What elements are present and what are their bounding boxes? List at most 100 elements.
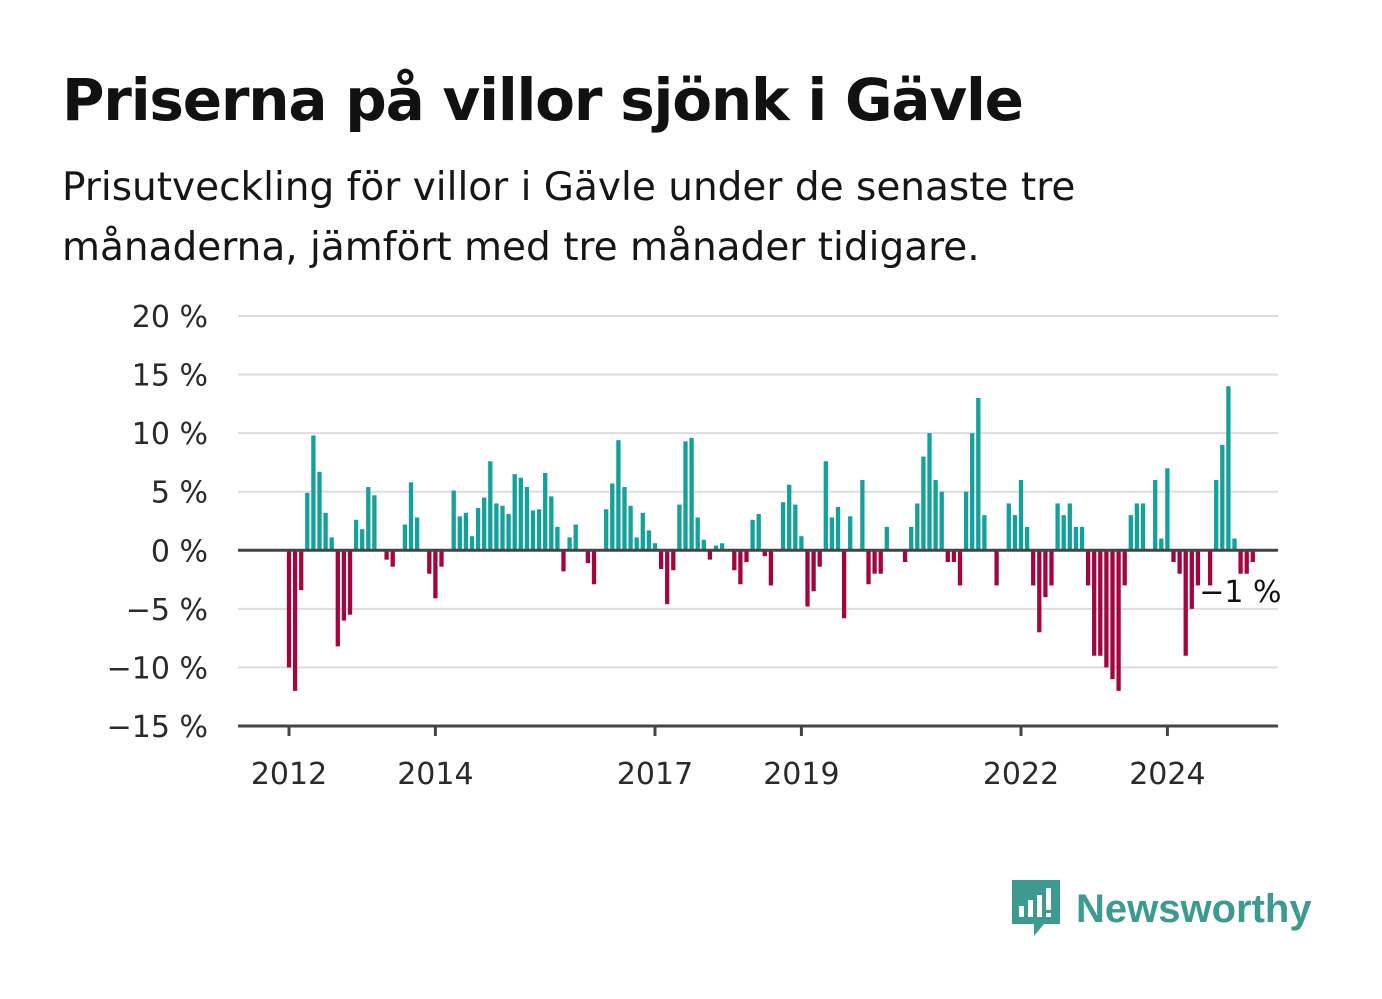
newsworthy-logo: Newsworthy [1010,878,1312,940]
bar [591,550,597,585]
bar [982,515,987,551]
bar [817,550,822,567]
bar [1122,550,1127,586]
bar [683,441,688,551]
bar [701,539,706,551]
bar [768,550,774,586]
bar [536,509,542,551]
bar [884,526,889,551]
bar [1214,480,1219,551]
bar [634,537,639,551]
annotation-label: −1 % [1199,575,1281,610]
newsworthy-chart-bubble-icon [1012,880,1060,936]
bar [1018,480,1024,551]
latest-value-annotation: −1 % [1195,571,1285,614]
bar [323,512,328,551]
bar [829,517,835,551]
bar [1073,526,1079,551]
bar [713,545,719,551]
chart-subtitle: Prisutveckling för villor i Gävle under … [62,165,1076,270]
gridlines [238,315,1278,669]
bar [488,461,493,551]
chart-title: Priserna på villor sjönk i Gävle [62,66,1024,134]
bar [927,433,932,551]
bar [921,456,926,551]
bar [793,504,798,551]
bar [1049,550,1054,586]
y-tick-label: 5 % [151,476,208,511]
bar [841,550,847,619]
bar [475,508,481,551]
bar [1024,526,1030,551]
y-axis-tick-labels: −15 % −10 % −5 % 0 % 5 % 10 % 15 % 20 % [107,300,208,745]
bar [848,516,853,551]
bar [457,516,462,551]
bar [543,472,548,551]
bar [585,550,591,564]
bar [518,477,523,551]
bar [945,550,950,562]
bar [1037,550,1042,633]
bar [610,483,615,551]
bar [341,550,347,621]
logo-text: Newsworthy [1076,886,1312,931]
bar [665,550,670,605]
bar [512,474,517,551]
bar [787,484,792,551]
bar [469,536,475,551]
bar [835,506,841,551]
bar [530,510,536,551]
bar [494,503,499,551]
bar [561,550,566,572]
bar [756,513,761,551]
bar [353,519,359,551]
bar [1183,550,1188,656]
bar [360,529,365,551]
bar [1220,444,1225,551]
bar [677,504,682,551]
bar [506,513,511,551]
bar-chart: −15 %−10 %−5 %0 %5 %10 %15 %20 % 2012 201… [106,300,1285,792]
bar [689,437,694,551]
bar [311,435,316,551]
bar [823,461,828,551]
bar [646,530,652,551]
bar [744,550,749,562]
bar [616,440,621,551]
bar [1012,515,1018,551]
x-tick-label: 2012 [251,757,327,792]
bar [1006,503,1011,551]
bar [878,550,883,574]
bar [286,550,292,668]
bar [604,509,609,551]
bar [1238,550,1243,574]
bar [640,512,645,551]
bar [1153,480,1158,551]
bar [1055,503,1060,551]
bar [292,550,298,691]
bar [872,550,877,574]
bar [524,487,530,551]
bar [390,550,395,567]
y-tick-label: 10 % [132,417,208,452]
bar [463,512,469,551]
bar [567,537,572,551]
bar [500,505,505,551]
bar [1116,550,1121,691]
bar [482,497,487,551]
bar [427,550,432,574]
bar [1165,468,1170,551]
bar [329,537,334,551]
bar [933,480,938,551]
bar [915,503,920,551]
bar [719,543,725,551]
axes [238,548,1278,728]
bar [1244,550,1249,574]
bar [1195,550,1201,586]
bar [1043,550,1048,598]
bar [305,492,310,551]
bar [1177,550,1182,574]
bar [762,550,767,557]
y-tick-label: −5 % [126,593,208,628]
x-tick-label: 2024 [1129,757,1205,792]
